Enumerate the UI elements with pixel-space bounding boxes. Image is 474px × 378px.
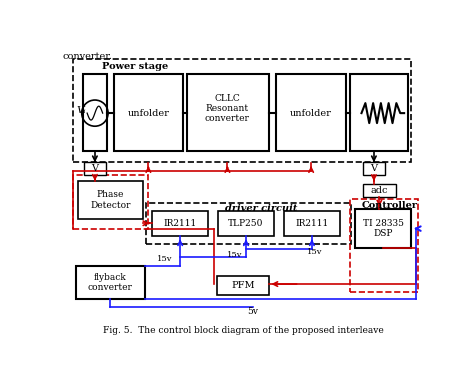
Bar [84,163,106,175]
Text: V: V [91,164,99,173]
Text: IR2111: IR2111 [164,219,197,228]
Text: Controller: Controller [362,201,418,210]
Text: PFM: PFM [231,281,255,290]
Text: converter.: converter. [63,51,112,60]
Text: V: V [370,164,377,173]
Bar [217,276,269,295]
Text: driver circuit: driver circuit [225,204,297,213]
Text: unfolder: unfolder [290,108,332,118]
Text: IR2111: IR2111 [295,219,328,228]
Bar [350,74,408,151]
Bar [152,211,208,236]
Bar [76,266,145,299]
Bar [73,59,411,163]
Bar [113,74,183,151]
Text: CLLC
Resonant
converter: CLLC Resonant converter [205,94,250,123]
Text: 5v: 5v [247,307,258,316]
Bar [146,203,351,244]
Bar [78,181,143,219]
Bar [356,209,411,248]
Bar [363,184,396,197]
Text: 15v: 15v [157,255,173,263]
Bar [284,211,340,236]
Text: unfolder: unfolder [128,108,169,118]
Text: Vᵢ: Vᵢ [76,106,86,115]
Text: 15v: 15v [227,251,242,259]
Text: TLP250: TLP250 [228,219,264,228]
Text: Power stage: Power stage [102,62,168,71]
Text: adc: adc [371,186,388,195]
Bar [276,74,346,151]
Bar [218,211,274,236]
Bar [363,163,385,175]
Text: 15v: 15v [307,248,323,256]
Bar [350,199,418,292]
Text: TI 28335
DSP: TI 28335 DSP [363,219,404,238]
Bar [187,74,268,151]
Bar [82,74,107,151]
Text: flyback
converter: flyback converter [88,273,133,292]
Text: Fig. 5.  The control block diagram of the proposed interleave: Fig. 5. The control block diagram of the… [102,326,383,335]
Bar [73,175,147,229]
Text: Phase
Detector: Phase Detector [90,191,131,210]
